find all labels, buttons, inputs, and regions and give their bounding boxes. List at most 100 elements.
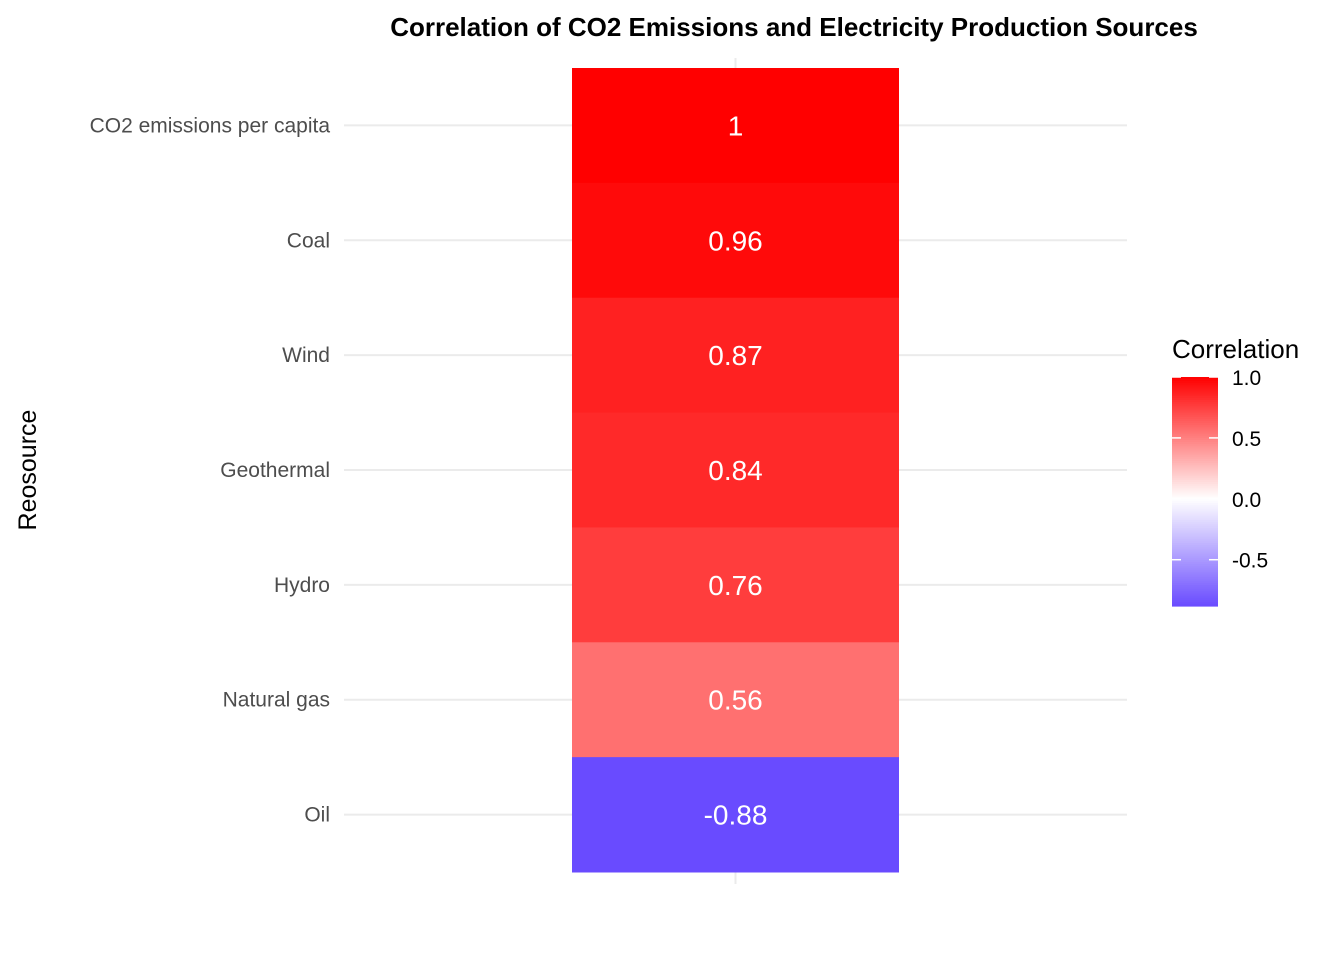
legend-color-step — [1172, 583, 1218, 586]
legend-color-step — [1172, 403, 1218, 407]
legend-color-step — [1172, 399, 1218, 403]
legend-color-step — [1172, 397, 1218, 401]
y-tick-label: Coal — [287, 229, 330, 252]
legend-color-step — [1172, 504, 1218, 508]
legend-color-step — [1172, 602, 1218, 605]
legend-tick-label: 1.0 — [1232, 367, 1261, 390]
legend-color-step — [1172, 418, 1218, 422]
legend-color-step — [1172, 413, 1218, 416]
legend-color-step — [1172, 588, 1218, 592]
legend-color-step — [1172, 600, 1218, 603]
legend-color-step — [1172, 565, 1218, 569]
y-tick-label: Geothermal — [220, 459, 330, 482]
heatmap-cell — [572, 297, 899, 414]
legend-color-step — [1172, 384, 1218, 388]
legend-color-step — [1172, 483, 1218, 487]
legend-color-step — [1172, 539, 1218, 542]
cell-value-label: 0.84 — [708, 455, 763, 486]
heatmap-cell — [572, 68, 899, 184]
legend-color-step — [1172, 514, 1218, 517]
legend-color-step — [1172, 585, 1218, 588]
legend-color-step — [1172, 474, 1218, 477]
legend-color-step — [1172, 430, 1218, 433]
legend-color-step — [1172, 520, 1218, 523]
legend-color-step — [1172, 478, 1218, 481]
legend-color-step — [1172, 518, 1218, 521]
cell-value-label: 1 — [728, 110, 744, 141]
legend-color-step — [1172, 466, 1218, 470]
legend-color-step — [1172, 449, 1218, 453]
legend-color-step — [1172, 586, 1218, 590]
legend-color-step — [1172, 428, 1218, 432]
y-tick-label: Hydro — [274, 574, 330, 597]
cell-value-label: 0.76 — [708, 570, 763, 601]
legend-color-step — [1172, 392, 1218, 395]
legend-color-step — [1172, 451, 1218, 454]
cell-value-label: 0.96 — [708, 225, 763, 256]
cell-value-label: 0.87 — [708, 340, 763, 371]
legend-color-step — [1172, 424, 1218, 428]
legend-color-step — [1172, 577, 1218, 580]
legend-tick-label: 0.0 — [1232, 489, 1261, 512]
legend-color-step — [1172, 493, 1218, 496]
legend-color-step — [1172, 537, 1218, 540]
legend-color-step — [1172, 579, 1218, 582]
legend-color-step — [1172, 594, 1218, 598]
legend-color-step — [1172, 380, 1218, 384]
legend-color-step — [1172, 543, 1218, 546]
legend-color-step — [1172, 453, 1218, 456]
legend-color-step — [1172, 562, 1218, 565]
legend-color-step — [1172, 485, 1218, 489]
heatmap-cell — [572, 527, 899, 643]
legend-color-step — [1172, 415, 1218, 418]
legend-color-step — [1172, 459, 1218, 462]
legend-color-step — [1172, 516, 1218, 519]
heatmap-cell — [572, 757, 899, 873]
legend-color-step — [1172, 487, 1218, 491]
legend-color-step — [1172, 420, 1218, 424]
legend-color-step — [1172, 548, 1218, 552]
legend-color-step — [1172, 533, 1218, 536]
legend-color-step — [1172, 426, 1218, 430]
legend-color-step — [1172, 564, 1218, 567]
legend-color-step — [1172, 396, 1218, 399]
legend-color-step — [1172, 604, 1218, 607]
legend-color-step — [1172, 525, 1218, 529]
legend-color-step — [1172, 439, 1218, 443]
legend-color-step — [1172, 432, 1218, 435]
legend-color-step — [1172, 506, 1218, 510]
legend-color-step — [1172, 401, 1218, 405]
chart-title: Correlation of CO2 Emissions and Electri… — [390, 12, 1198, 42]
y-tick-label: Wind — [282, 344, 330, 367]
legend-color-step — [1172, 455, 1218, 458]
legend-color-step — [1172, 552, 1218, 556]
legend-color-step — [1172, 382, 1218, 386]
legend-color-step — [1172, 527, 1218, 531]
legend-color-step — [1172, 541, 1218, 544]
legend-color-step — [1172, 390, 1218, 393]
legend-color-step — [1172, 554, 1218, 557]
legend-color-step — [1172, 445, 1218, 449]
legend-color-step — [1172, 558, 1218, 561]
legend-color-step — [1172, 569, 1218, 573]
heatmap-cell — [572, 182, 899, 299]
legend-color-step — [1172, 409, 1218, 412]
heatmap-cells: 1 0.96 0.87 0.84 0.76 0.56 -0.88 — [572, 68, 899, 873]
legend-color-step — [1172, 497, 1218, 500]
legend-color-step — [1172, 512, 1218, 515]
legend-color-step — [1172, 573, 1218, 577]
legend-color-step — [1172, 598, 1218, 601]
legend-color-step — [1172, 535, 1218, 538]
legend-color-step — [1172, 394, 1218, 397]
legend-tick-label: -0.5 — [1232, 550, 1268, 573]
y-tick-label: CO2 emissions per capita — [90, 114, 331, 137]
legend-color-step — [1172, 546, 1218, 550]
y-tick-label: Natural gas — [223, 689, 330, 712]
legend-color-step — [1172, 447, 1218, 451]
legend-color-step — [1172, 438, 1218, 441]
legend-title: Correlation — [1172, 334, 1299, 364]
legend-color-step — [1172, 386, 1218, 390]
legend-color-step — [1172, 510, 1218, 514]
legend-color-step — [1172, 495, 1218, 498]
